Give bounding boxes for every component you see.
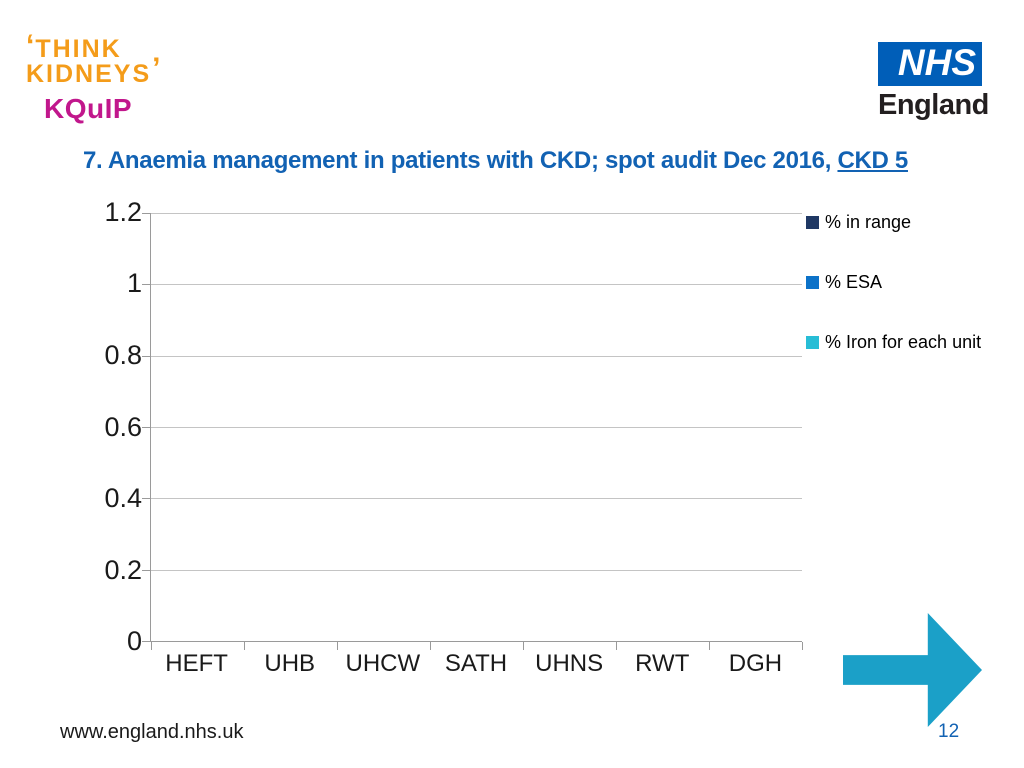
think-kidneys-word2: KIDNEYS [26, 60, 152, 88]
page-number: 12 [938, 721, 960, 742]
y-tick-label: 1.2 [104, 196, 142, 227]
x-tick-mark [151, 642, 152, 650]
y-tick-label: 0.4 [104, 482, 142, 513]
legend-item: % Iron for each unit [806, 332, 981, 353]
x-tick-mark [709, 642, 710, 650]
x-tick-mark [523, 642, 524, 650]
think-kidneys-word1: THINK [35, 35, 122, 63]
legend-label: % ESA [825, 272, 883, 292]
x-axis-labels: HEFT UHB UHCW SATH UHNS RWT DGH [150, 650, 802, 678]
x-tick-mark [802, 642, 803, 650]
legend-swatch-icon [806, 336, 819, 349]
open-quote-icon: ‘ [26, 29, 35, 62]
x-category-label: UHB [264, 650, 316, 677]
y-tick-mark [142, 284, 150, 286]
y-tick-mark [142, 569, 150, 571]
x-category-label: HEFT [165, 650, 228, 677]
x-tick-mark [337, 642, 338, 650]
y-tick-mark [142, 498, 150, 500]
y-tick-label: 1 [126, 268, 142, 299]
gridline [151, 498, 802, 500]
y-tick-label: 0.6 [104, 411, 142, 442]
legend-item: % ESA [806, 272, 981, 293]
y-tick-mark [142, 355, 150, 357]
slide-title-underlined: CKD 5 [837, 147, 908, 174]
gridline [151, 427, 802, 428]
footer-url[interactable]: www.england.nhs.uk [60, 721, 244, 743]
legend-item: % in range [806, 212, 981, 233]
nhs-logo-block: NHS [878, 42, 982, 86]
y-axis-labels: 0 0.2 0.4 0.6 0.8 1 1.2 [58, 197, 142, 656]
x-category-label: UHNS [535, 650, 604, 677]
next-arrow-icon[interactable] [843, 613, 982, 727]
y-tick-mark [142, 641, 150, 642]
y-tick-mark [142, 213, 150, 214]
legend-label: % Iron for each unit [825, 332, 982, 352]
y-tick-label: 0.8 [104, 339, 142, 370]
think-kidneys-logo: ‘THINK KIDNEYS’ KQuIP [26, 31, 160, 124]
x-tick-mark [430, 642, 431, 650]
x-category-label: DGH [728, 650, 783, 677]
x-category-label: RWT [635, 650, 690, 677]
slide-title: 7. Anaemia management in patients with C… [83, 147, 908, 175]
slide-title-text: 7. Anaemia management in patients with C… [83, 147, 838, 174]
kquip-logo-text: KQuIP [44, 93, 133, 124]
x-category-label: SATH [444, 650, 508, 677]
plot-area [142, 213, 803, 650]
gridline [151, 284, 802, 286]
y-tick-label: 0 [126, 625, 142, 656]
gridline [151, 213, 802, 214]
legend-swatch-icon [806, 216, 819, 229]
y-tick-mark [142, 427, 150, 428]
y-tick-label: 0.2 [104, 554, 142, 585]
think-kidneys-line1: ‘THINK [26, 31, 160, 63]
x-tick-mark [616, 642, 617, 650]
think-kidneys-line2: KIDNEYS’ [26, 54, 160, 88]
legend-label: % in range [825, 212, 912, 232]
legend-swatch-icon [806, 276, 819, 289]
nhs-org-label: England [878, 89, 989, 121]
x-tick-mark [244, 642, 245, 650]
x-category-label: UHCW [345, 650, 421, 677]
nhs-england-logo: NHS England [878, 42, 989, 122]
close-quote-icon: ’ [152, 52, 161, 85]
gridline [151, 355, 802, 357]
gridline [151, 569, 802, 571]
chart-legend: % in range % ESA % Iron for each unit [806, 212, 981, 353]
